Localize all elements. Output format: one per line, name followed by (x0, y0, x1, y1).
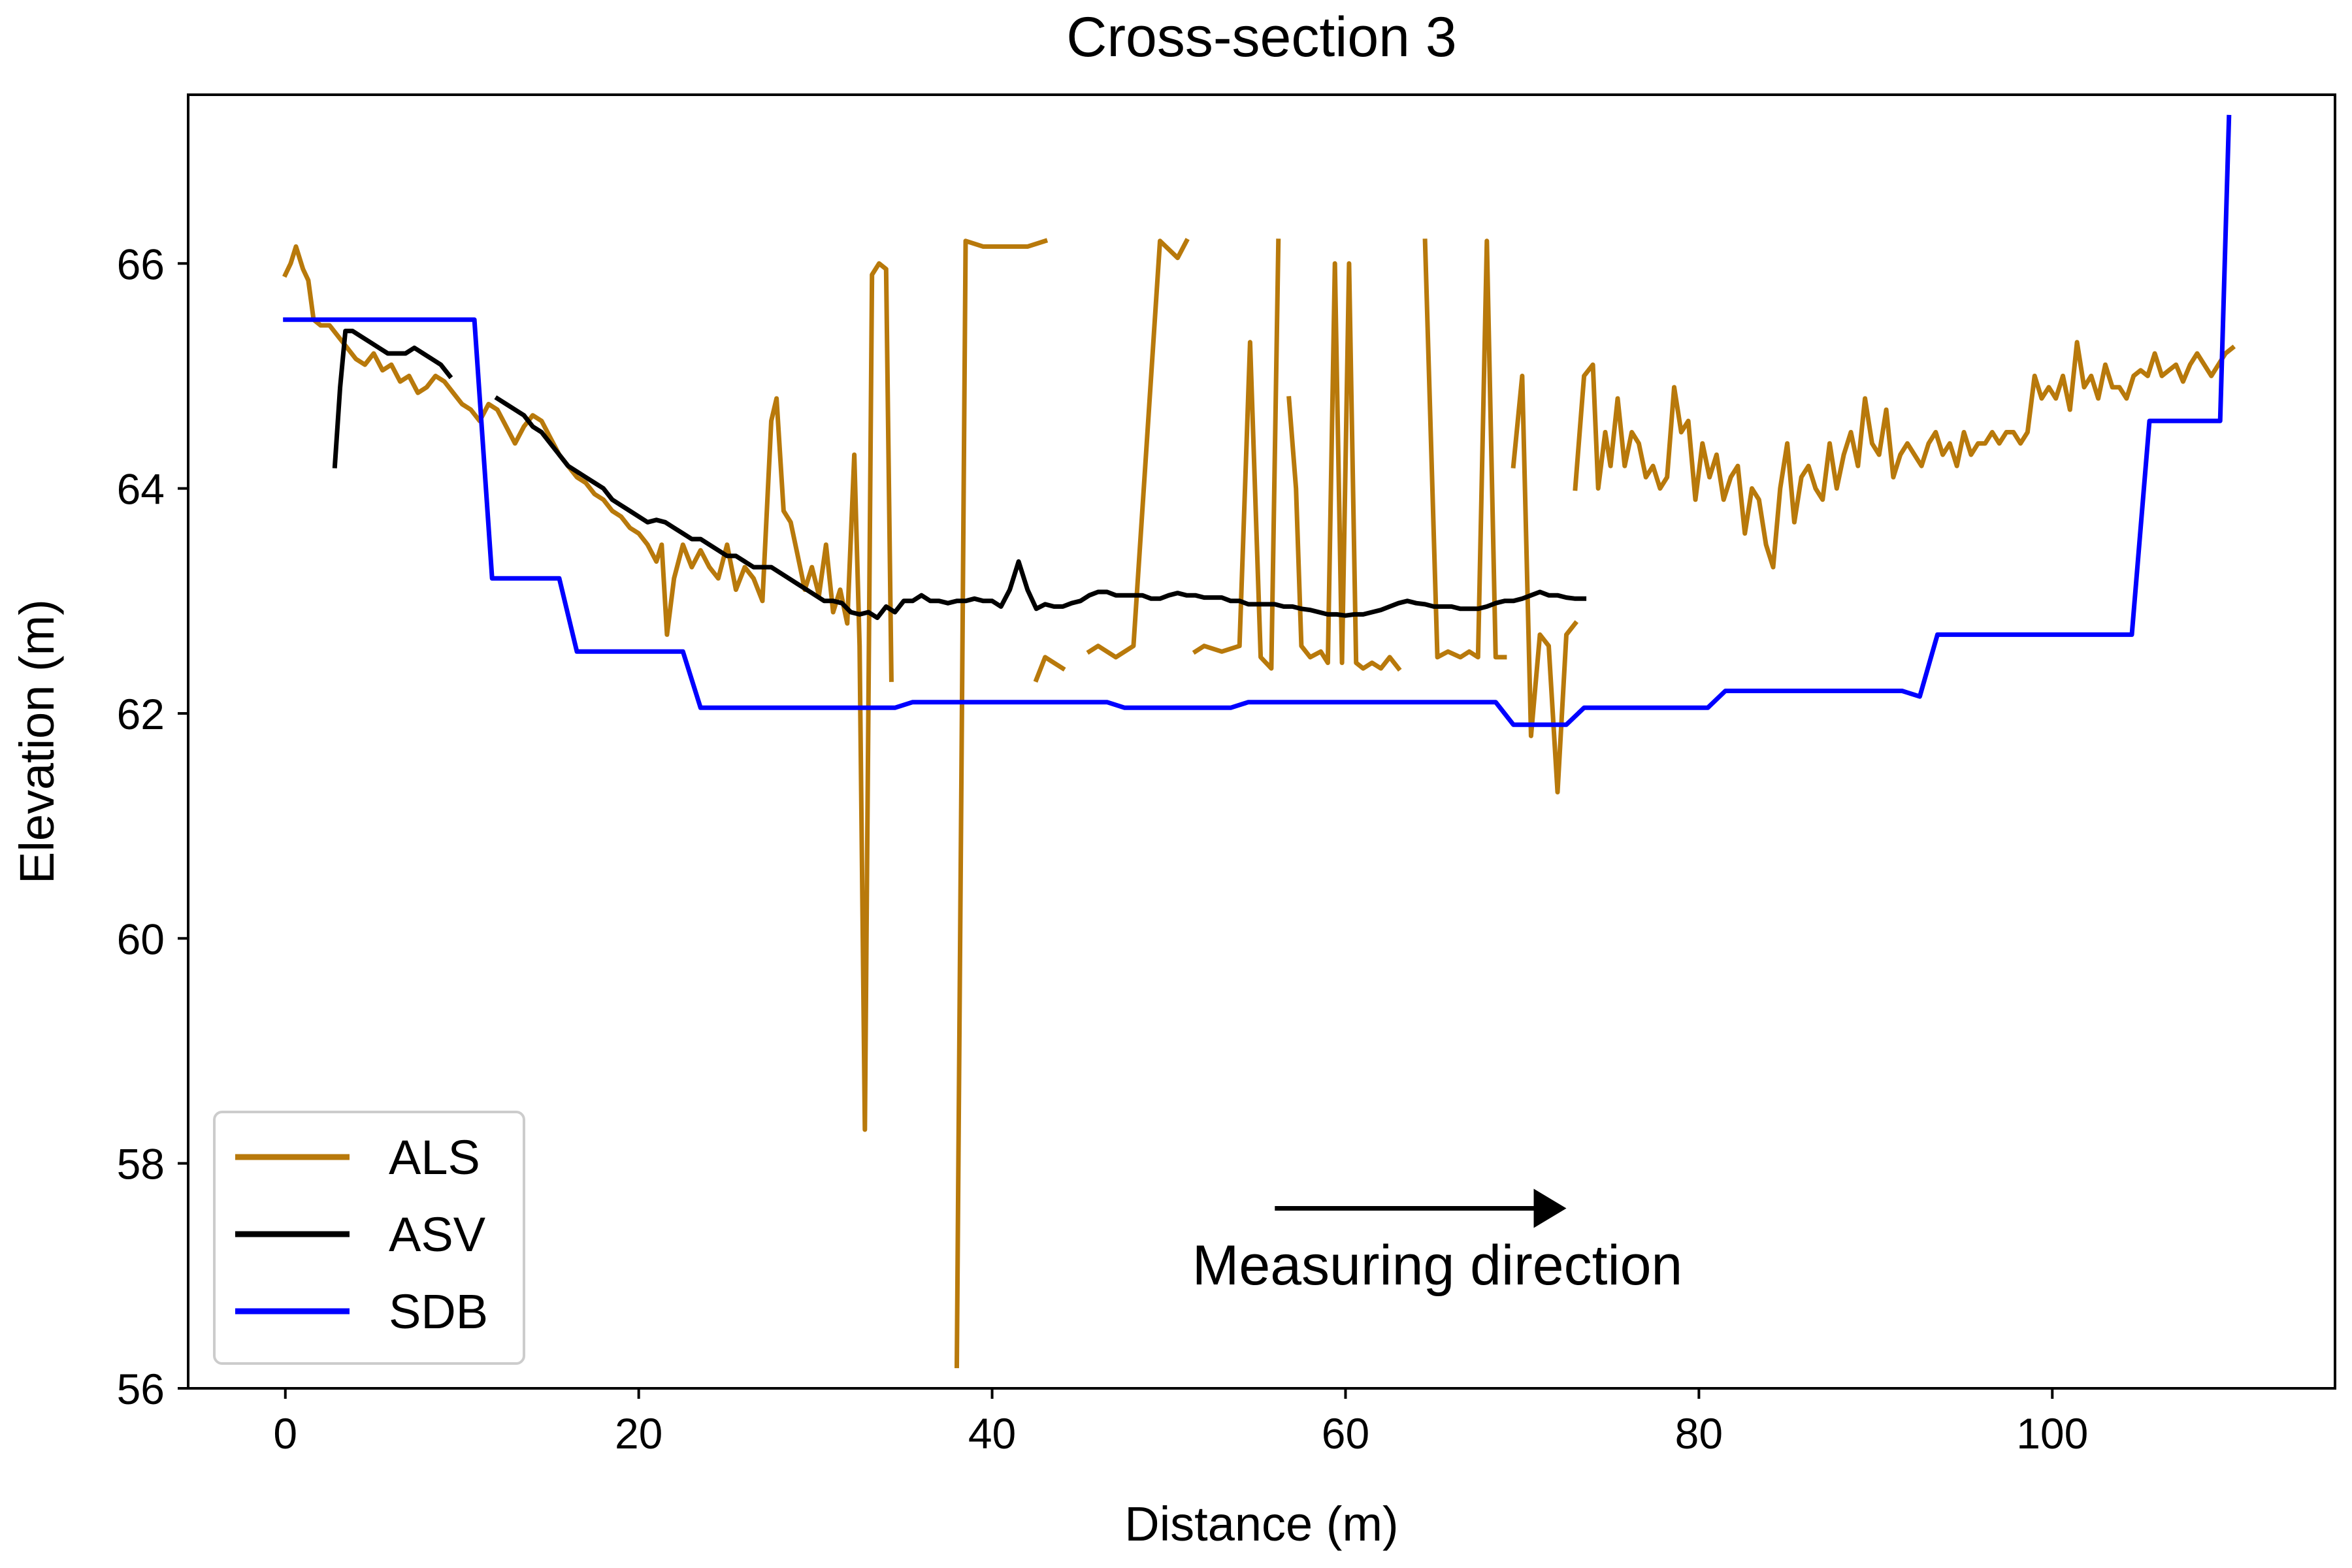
series-line-als-segment-4 (1086, 238, 1190, 660)
x-tick-label: 20 (615, 1409, 662, 1458)
legend-entry-sdb: SDB (235, 1284, 488, 1339)
chart-title: Cross-section 3 (1066, 6, 1456, 69)
series-line-als-segment-1 (282, 244, 894, 1132)
y-tick-label: 62 (117, 690, 165, 738)
legend-entry-asv: ASV (235, 1207, 486, 1262)
x-tick-label: 100 (2016, 1409, 2088, 1458)
series-line-als-segment-8 (1511, 373, 1579, 794)
x-tick-label: 60 (1322, 1409, 1369, 1458)
x-tick-label: 40 (968, 1409, 1016, 1458)
plot-frame (187, 93, 2336, 1390)
x-tick-label: 0 (273, 1409, 297, 1458)
legend-label-asv: ASV (389, 1207, 486, 1262)
y-tick-label: 66 (117, 240, 165, 288)
y-tick-label: 58 (117, 1140, 165, 1188)
legend-label-sdb: SDB (389, 1284, 488, 1339)
series-line-asv-segment-1 (332, 329, 453, 468)
arrow-head (1533, 1188, 1567, 1228)
series-line-als-segment-5 (1192, 238, 1281, 671)
series-line-als-segment-3 (1033, 655, 1066, 683)
series-layer (282, 114, 2236, 1369)
x-axis-label: Distance (m) (1124, 1497, 1398, 1551)
legend-label-als: ALS (389, 1130, 480, 1184)
legend: ALS ASV SDB (213, 1111, 525, 1365)
measuring-direction-annotation: Measuring direction (1192, 1188, 1682, 1297)
y-axis-label: Elevation (m) (10, 599, 64, 884)
axis-ticks: 0 20 40 60 80 100 56 58 60 62 64 66 (117, 240, 2089, 1458)
legend-box (213, 1111, 525, 1365)
series-line-sdb-segment-1 (283, 114, 2232, 727)
series-line-als-segment-2 (954, 238, 1049, 1369)
measuring-direction-label: Measuring direction (1192, 1234, 1682, 1297)
y-tick-label: 60 (117, 915, 165, 963)
series-line-als-segment-6 (1286, 261, 1402, 672)
series-line-als-segment-9 (1573, 340, 2236, 570)
series-line-als-segment-7 (1422, 238, 1507, 660)
series-line-asv-segment-2 (494, 395, 1587, 621)
y-tick-label: 64 (117, 465, 165, 514)
legend-entry-als: ALS (235, 1130, 480, 1184)
y-tick-label: 56 (117, 1365, 165, 1413)
x-tick-label: 80 (1675, 1409, 1723, 1458)
